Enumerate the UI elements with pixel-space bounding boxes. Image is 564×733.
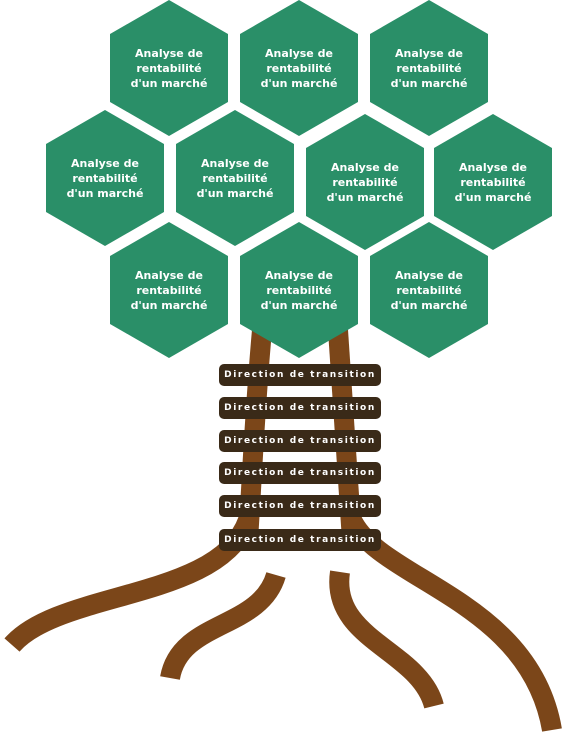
- transition-band-6: Direction de transition: [219, 529, 381, 551]
- hexagon-label: Analyse de rentabilité d'un marché: [260, 46, 338, 90]
- transition-band-3: Direction de transition: [219, 430, 381, 452]
- root-far-right: [342, 515, 562, 732]
- hexagon-label: Analyse de rentabilité d'un marché: [390, 268, 468, 312]
- hexagon-label: Analyse de rentabilité d'un marché: [454, 160, 532, 204]
- transition-band-5: Direction de transition: [219, 495, 381, 517]
- hexagon-label: Analyse de rentabilité d'un marché: [390, 46, 468, 90]
- hexagon-1: Analyse de rentabilité d'un marché: [110, 0, 228, 136]
- transition-band-4: Direction de transition: [219, 462, 381, 484]
- root-inner-left: [160, 571, 286, 681]
- transition-band-2: Direction de transition: [219, 397, 381, 419]
- hexagon-label: Analyse de rentabilité d'un marché: [260, 268, 338, 312]
- hexagon-label: Analyse de rentabilité d'un marché: [130, 46, 208, 90]
- hexagon-label: Analyse de rentabilité d'un marché: [326, 160, 404, 204]
- hexagon-label: Analyse de rentabilité d'un marché: [66, 156, 144, 200]
- hexagon-label: Analyse de rentabilité d'un marché: [130, 268, 208, 312]
- hexagon-label: Analyse de rentabilité d'un marché: [196, 156, 274, 200]
- hexagon-4: Analyse de rentabilité d'un marché: [46, 110, 164, 246]
- root-inner-right: [329, 570, 444, 710]
- transition-band-1: Direction de transition: [219, 364, 381, 386]
